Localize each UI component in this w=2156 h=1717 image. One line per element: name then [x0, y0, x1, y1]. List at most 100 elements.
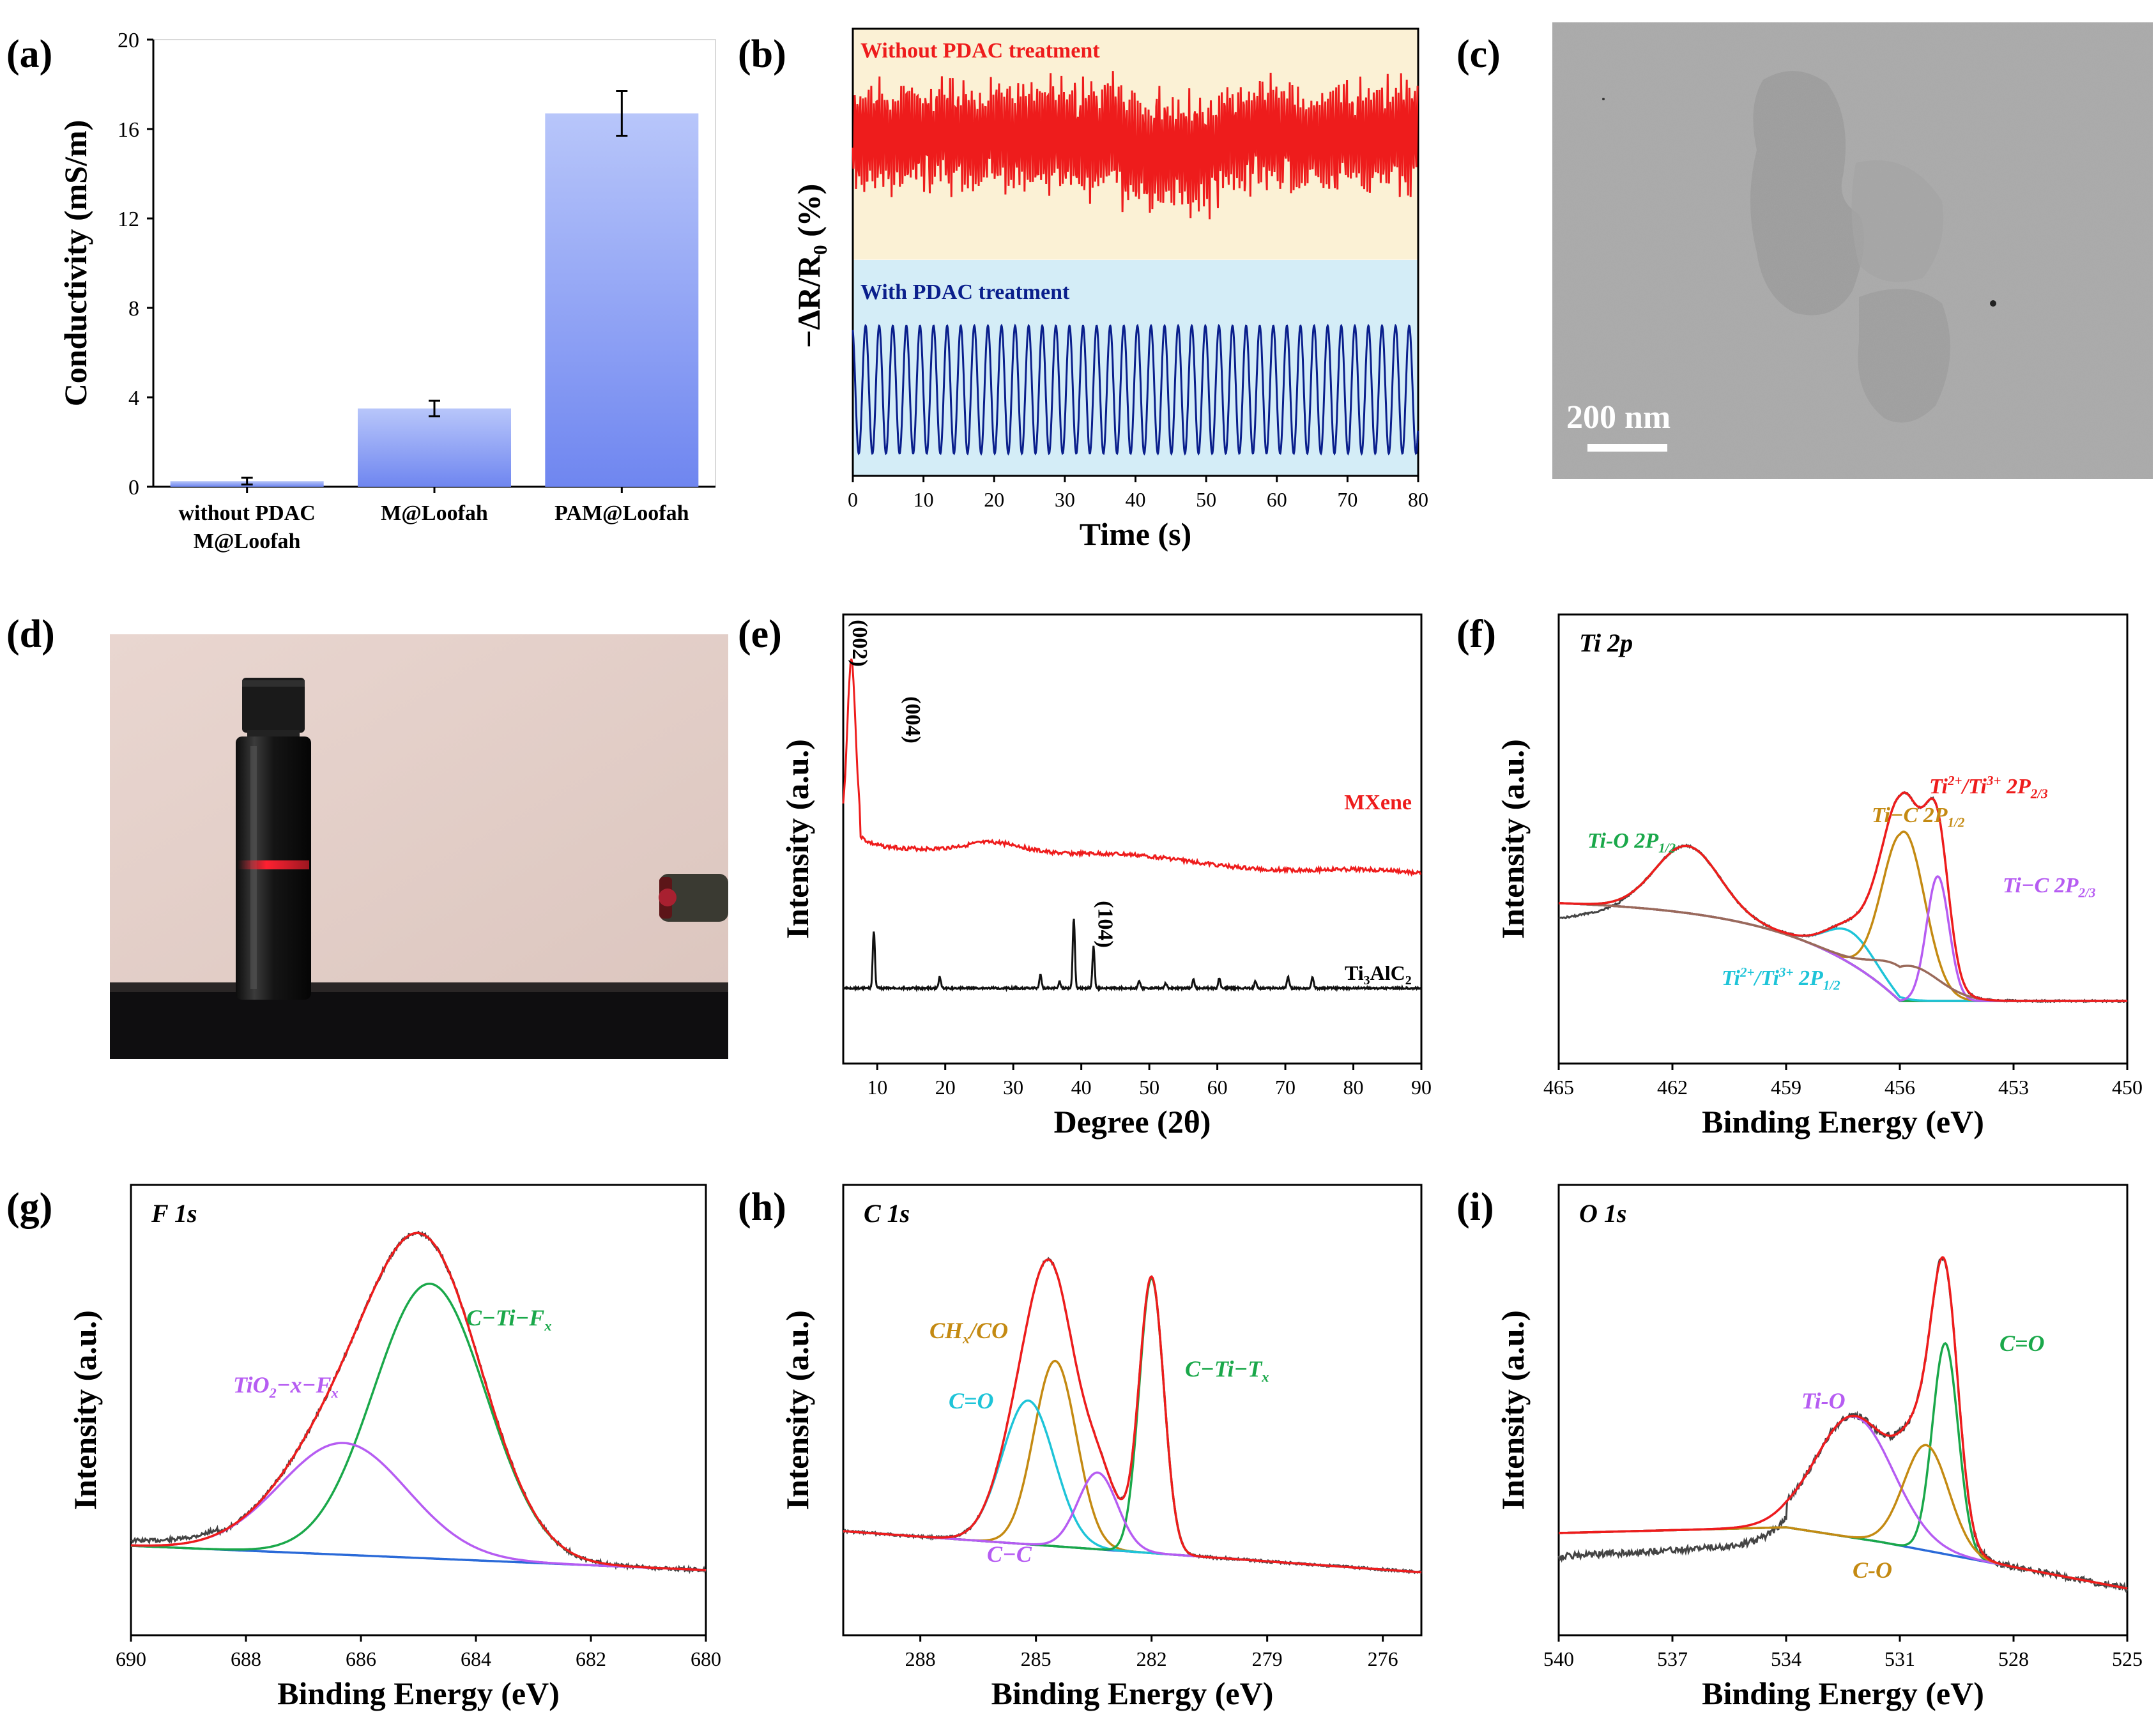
series-line-ti3alc2 [842, 919, 1422, 993]
plot-frame [842, 1184, 1423, 1637]
component-peak [1559, 902, 2127, 1002]
plot-frame [842, 613, 1423, 1065]
chart-f: 465 462 459 456 453 450 Binding Energy (eV) Int… [1495, 613, 2143, 1140]
x-tick-label: 50 [1196, 488, 1216, 511]
x-axis-label: Binding Energy (eV) [1702, 1104, 1984, 1140]
bar [358, 408, 511, 487]
chart-g: 690 688 686 684 682 680 Binding Energy (eV) Int… [67, 1184, 721, 1711]
x-tick-label: 690 [116, 1647, 146, 1670]
panel-letter-c: (c) [1456, 33, 1501, 76]
peak-label: C−Ti−Tx [1185, 1356, 1269, 1385]
plot-frame [1557, 613, 2129, 1065]
raw-data-line [1557, 1256, 2129, 1594]
x-tick-label: 682 [576, 1647, 606, 1670]
peak-label: C−Ti−Fx [466, 1305, 551, 1334]
component-peak [843, 1399, 1422, 1574]
peak-label: Ti−C 2P2/3 [2003, 874, 2095, 900]
x-tick-label: 450 [2112, 1076, 2143, 1099]
x-tick-label: 80 [1343, 1076, 1364, 1099]
laser-pointer [659, 874, 728, 922]
x-tick-label: 686 [346, 1647, 376, 1670]
panel-letter-a: (a) [6, 33, 53, 76]
y-tick-label: 4 [128, 386, 139, 410]
peak-label: Ti2+/Ti3+ 2P1/2 [1722, 965, 1840, 993]
chart-i: 540 537 534 531 528 525 Binding Energy (eV) Int… [1495, 1184, 2143, 1711]
x-tick-label: 456 [1885, 1076, 1915, 1099]
plot-frame [130, 1184, 707, 1637]
x-tick-label: M@Loofah [381, 501, 488, 525]
y-axis-label: −ΔR/R0 (%) [791, 184, 831, 348]
laser-beam [238, 860, 309, 869]
x-tick-label: 0 [848, 488, 858, 511]
tem-scale-bar [1587, 444, 1667, 452]
peak-label: TiO2−x−Fx [233, 1372, 339, 1401]
x-tick-label: 688 [231, 1647, 261, 1670]
x-tick-label: 70 [1275, 1076, 1296, 1099]
panel-letter-g: (g) [6, 1186, 53, 1229]
panel-letter-d: (d) [6, 613, 55, 656]
y-tick-label: 8 [128, 297, 139, 321]
x-tick-label: PAM@Loofah [554, 501, 689, 525]
y-tick-label: 20 [118, 29, 139, 52]
y-axis-label: Intensity (a.u.) [1495, 1310, 1531, 1510]
peak-label: C=O [949, 1388, 994, 1414]
bar [545, 113, 699, 487]
x-tick-label: 60 [1267, 488, 1287, 511]
component-peak [1559, 902, 2127, 1002]
peak-label: Ti2+/Ti3+ 2P2/3 [1929, 773, 2048, 801]
envelope-line [1558, 791, 2127, 1002]
peak-annotation: (002) [848, 620, 871, 667]
envelope-line [1559, 1256, 2128, 1590]
y-axis-label: Intensity (a.u.) [779, 1310, 815, 1510]
series-line-regular [852, 323, 1419, 456]
y-axis-label: Intensity (a.u.) [1495, 739, 1531, 939]
y-axis-label: Intensity (a.u.) [67, 1310, 103, 1510]
x-axis-label: Binding Energy (eV) [277, 1675, 560, 1711]
x-tick-label: 30 [1003, 1076, 1023, 1099]
x-tick-label: 30 [1055, 488, 1075, 511]
panel-letter-f: (f) [1456, 613, 1496, 656]
raw-data-line [130, 1230, 707, 1575]
component-peak [1559, 1415, 2128, 1590]
x-axis-label: Binding Energy (eV) [991, 1675, 1274, 1711]
y-axis-label: Intensity (a.u.) [779, 739, 815, 939]
y-tick-label: 0 [128, 476, 139, 500]
x-tick-label: 40 [1071, 1076, 1092, 1099]
peak-annotation: (104) [1093, 901, 1117, 948]
x-tick-label: 80 [1408, 488, 1428, 511]
x-tick-label: 10 [914, 488, 934, 511]
spectrum-title: F 1s [151, 1199, 197, 1228]
peak-label: C-O [1853, 1557, 1892, 1583]
peak-label: Ti−C 2P1/2 [1872, 804, 1965, 830]
series-label: MXene [1344, 791, 1412, 814]
plot-frame [852, 27, 1419, 477]
x-axis-label: Degree (2θ) [1054, 1104, 1211, 1140]
x-tick-label: 531 [1885, 1647, 1915, 1670]
peak-label: C−C [987, 1541, 1032, 1567]
envelope-line [843, 1258, 1422, 1574]
component-peak [131, 1442, 707, 1571]
component-peak [843, 1471, 1422, 1574]
x-tick-label: 537 [1657, 1647, 1688, 1670]
series-label: Ti3AlC2 [1345, 961, 1412, 988]
x-tick-label: 525 [2112, 1647, 2143, 1670]
x-tick-label: 50 [1139, 1076, 1159, 1099]
spectrum-title: Ti 2p [1579, 629, 1633, 657]
chart-h: 288 285 282 279 276 Binding Energy (eV) Intens… [779, 1184, 1423, 1711]
envelope-line [131, 1232, 707, 1571]
x-tick-label: 288 [905, 1647, 936, 1670]
y-tick-label: 16 [118, 118, 139, 142]
x-tick-label: 40 [1126, 488, 1146, 511]
x-tick-label: 459 [1771, 1076, 1801, 1099]
x-tick-label: 20 [935, 1076, 956, 1099]
x-tick-label: without PDAC [178, 501, 315, 525]
tem-image: 200 nm [1552, 22, 2153, 479]
x-tick-label: 276 [1368, 1647, 1398, 1670]
panel-letter-i: (i) [1456, 1186, 1494, 1229]
y-tick-label: 12 [118, 208, 139, 231]
vial-cap [242, 678, 305, 733]
x-tick-label: 680 [691, 1647, 721, 1670]
x-tick-label: 90 [1411, 1076, 1432, 1099]
x-tick-label: 453 [1998, 1076, 2029, 1099]
